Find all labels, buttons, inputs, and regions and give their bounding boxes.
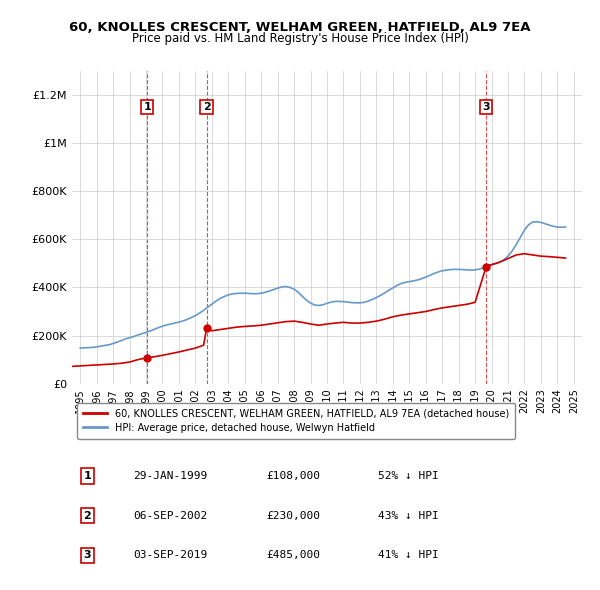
Text: 43% ↓ HPI: 43% ↓ HPI bbox=[378, 510, 439, 520]
Text: 06-SEP-2002: 06-SEP-2002 bbox=[133, 510, 208, 520]
Text: 1: 1 bbox=[143, 102, 151, 112]
Text: 3: 3 bbox=[482, 102, 490, 112]
Text: 1: 1 bbox=[83, 471, 91, 481]
Text: 60, KNOLLES CRESCENT, WELHAM GREEN, HATFIELD, AL9 7EA: 60, KNOLLES CRESCENT, WELHAM GREEN, HATF… bbox=[69, 21, 531, 34]
Text: Price paid vs. HM Land Registry's House Price Index (HPI): Price paid vs. HM Land Registry's House … bbox=[131, 32, 469, 45]
Text: 03-SEP-2019: 03-SEP-2019 bbox=[133, 550, 208, 560]
Text: £485,000: £485,000 bbox=[266, 550, 320, 560]
Text: £108,000: £108,000 bbox=[266, 471, 320, 481]
Text: 2: 2 bbox=[203, 102, 211, 112]
Text: £230,000: £230,000 bbox=[266, 510, 320, 520]
Legend: 60, KNOLLES CRESCENT, WELHAM GREEN, HATFIELD, AL9 7EA (detached house), HPI: Ave: 60, KNOLLES CRESCENT, WELHAM GREEN, HATF… bbox=[77, 402, 515, 439]
Text: 2: 2 bbox=[83, 510, 91, 520]
Text: 52% ↓ HPI: 52% ↓ HPI bbox=[378, 471, 439, 481]
Text: 3: 3 bbox=[83, 550, 91, 560]
Text: 29-JAN-1999: 29-JAN-1999 bbox=[133, 471, 208, 481]
Text: 41% ↓ HPI: 41% ↓ HPI bbox=[378, 550, 439, 560]
